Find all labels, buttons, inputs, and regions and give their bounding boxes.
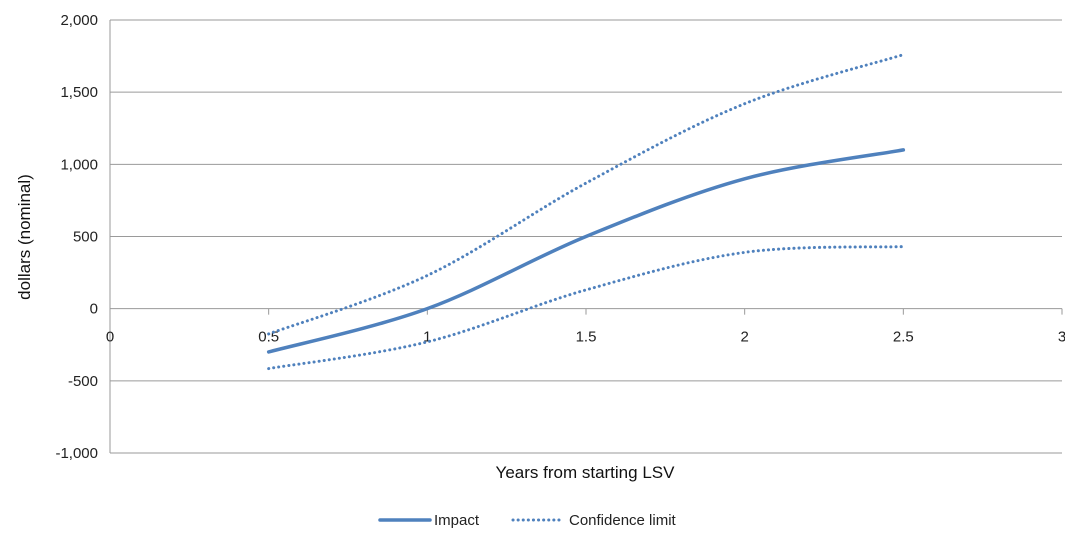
- x-axis-title: Years from starting LSV: [496, 463, 676, 482]
- x-tick-label: 0.5: [258, 329, 279, 346]
- legend-label: Confidence limit: [569, 512, 677, 529]
- series: [266, 53, 906, 371]
- y-axis-title: dollars (nominal): [15, 174, 34, 300]
- axes: -1,000 -500 0 500 1,000 1,500 2,000 0 0.5 1 1.5 2 2.…: [55, 12, 1065, 462]
- y-tick-label: 500: [73, 229, 98, 246]
- y-tick-label: 1,000: [60, 156, 98, 173]
- x-tick-label: 3: [1058, 329, 1065, 346]
- x-tick-label: 0: [106, 329, 114, 346]
- x-tick-label: 1: [423, 329, 431, 346]
- upper-confidence-limit-line: [267, 53, 905, 336]
- y-tick-label: 1,500: [60, 84, 98, 101]
- legend: Impact Confidence limit: [378, 512, 677, 529]
- legend-label: Impact: [434, 512, 480, 529]
- x-tick-label: 1.5: [576, 329, 597, 346]
- y-tick-label: 0: [90, 301, 98, 318]
- y-tick-label: -500: [68, 373, 98, 390]
- lower-confidence-limit-line: [267, 245, 905, 371]
- impact-line: [266, 148, 906, 354]
- y-tick-label: 2,000: [60, 12, 98, 29]
- x-tick-label: 2: [740, 329, 748, 346]
- y-tick-label: -1,000: [55, 445, 98, 462]
- x-tick-label: 2.5: [893, 329, 914, 346]
